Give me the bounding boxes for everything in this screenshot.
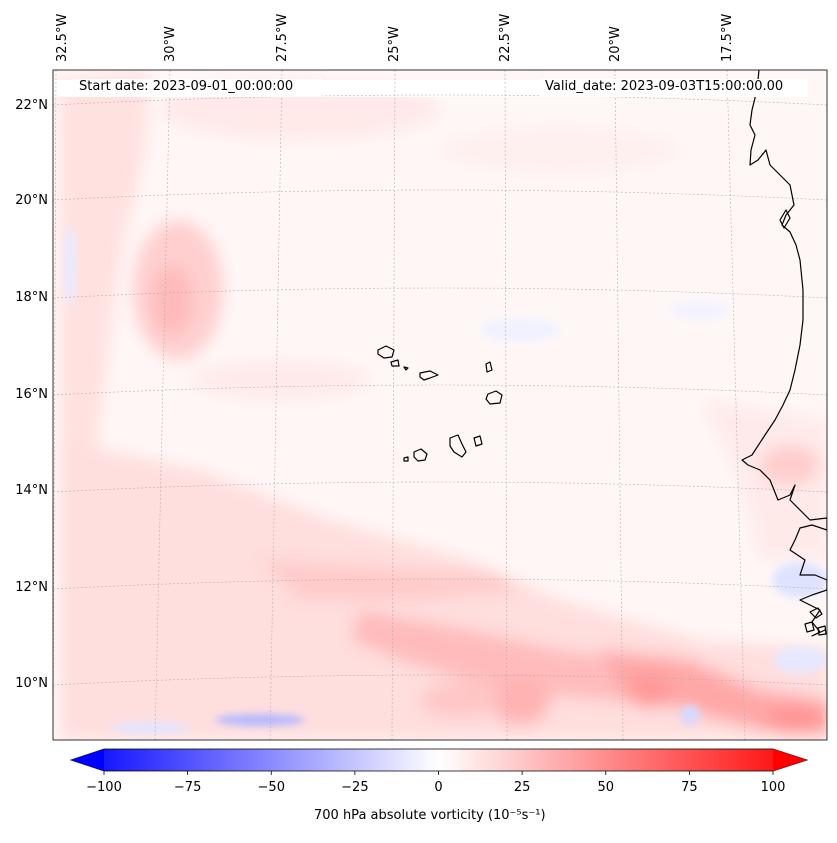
lat-label-22n: 22°N	[15, 98, 48, 113]
colorbar	[69, 748, 809, 772]
cape-verde-sao-vicente	[390, 359, 400, 367]
lon-label-17-5w: 17.5°W	[720, 13, 735, 62]
cape-verde-boa-vista	[485, 390, 503, 405]
dakar-peninsula	[779, 209, 791, 229]
lon-label-27-5w: 27.5°W	[275, 13, 290, 62]
start-date-label: Start date: 2023-09-01_00:00:00	[79, 79, 294, 94]
map-frame	[52, 69, 828, 741]
cape-verde-brava	[403, 456, 409, 462]
lat-label-18n: 18°N	[15, 290, 48, 305]
cape-verde-sao-nicolau	[419, 370, 439, 381]
cape-verde-sal	[485, 361, 493, 373]
coastline	[377, 70, 827, 637]
cape-verde-santiago	[449, 434, 467, 458]
colorbar-tick-label: 0	[434, 780, 443, 795]
colorbar-label: 700 hPa absolute vorticity (10⁻⁵s⁻¹)	[314, 808, 546, 823]
lon-label-30w: 30°W	[163, 26, 178, 62]
lat-label-20n: 20°N	[15, 193, 48, 208]
lat-label-10n: 10°N	[15, 676, 48, 691]
lon-label-20w: 20°W	[608, 26, 623, 62]
colorbar-tick-label: −75	[173, 780, 202, 795]
colorbar-min-extend	[71, 749, 104, 771]
start-date-box	[72, 79, 322, 97]
colorbar-tick-label: 50	[597, 780, 615, 795]
cape-verde-fogo	[413, 448, 428, 462]
colorbar-tick-marks	[103, 771, 774, 775]
colorbar-tick-label: −25	[341, 780, 369, 795]
cape-verde-santa-luzia	[403, 366, 409, 371]
lat-label-16n: 16°N	[15, 387, 48, 402]
colorbar-tick-label: 25	[513, 780, 531, 795]
lat-label-14n: 14°N	[15, 483, 48, 498]
valid-date-label: Valid_date: 2023-09-03T15:00:00.00	[545, 79, 784, 94]
lon-label-32-5w: 32.5°W	[55, 13, 70, 62]
colorbar-max-extend	[773, 749, 807, 771]
colorbar-tick-label: −50	[257, 780, 285, 795]
colorbar-tick-label: 100	[760, 780, 786, 795]
colorbar-tick-label: 75	[681, 780, 698, 795]
lat-label-12n: 12°N	[15, 580, 48, 595]
west-africa-coastline	[741, 70, 827, 637]
cape-verde-maio	[473, 435, 483, 447]
map-panel	[53, 70, 827, 740]
lon-label-22-5w: 22.5°W	[498, 13, 513, 62]
cape-verde-santo-antao	[377, 345, 395, 359]
colorbar-tick-label: −100	[86, 780, 122, 795]
lon-label-25w: 25°W	[387, 26, 402, 62]
bijagos-islands	[804, 607, 827, 636]
valid-date-box	[540, 79, 808, 97]
